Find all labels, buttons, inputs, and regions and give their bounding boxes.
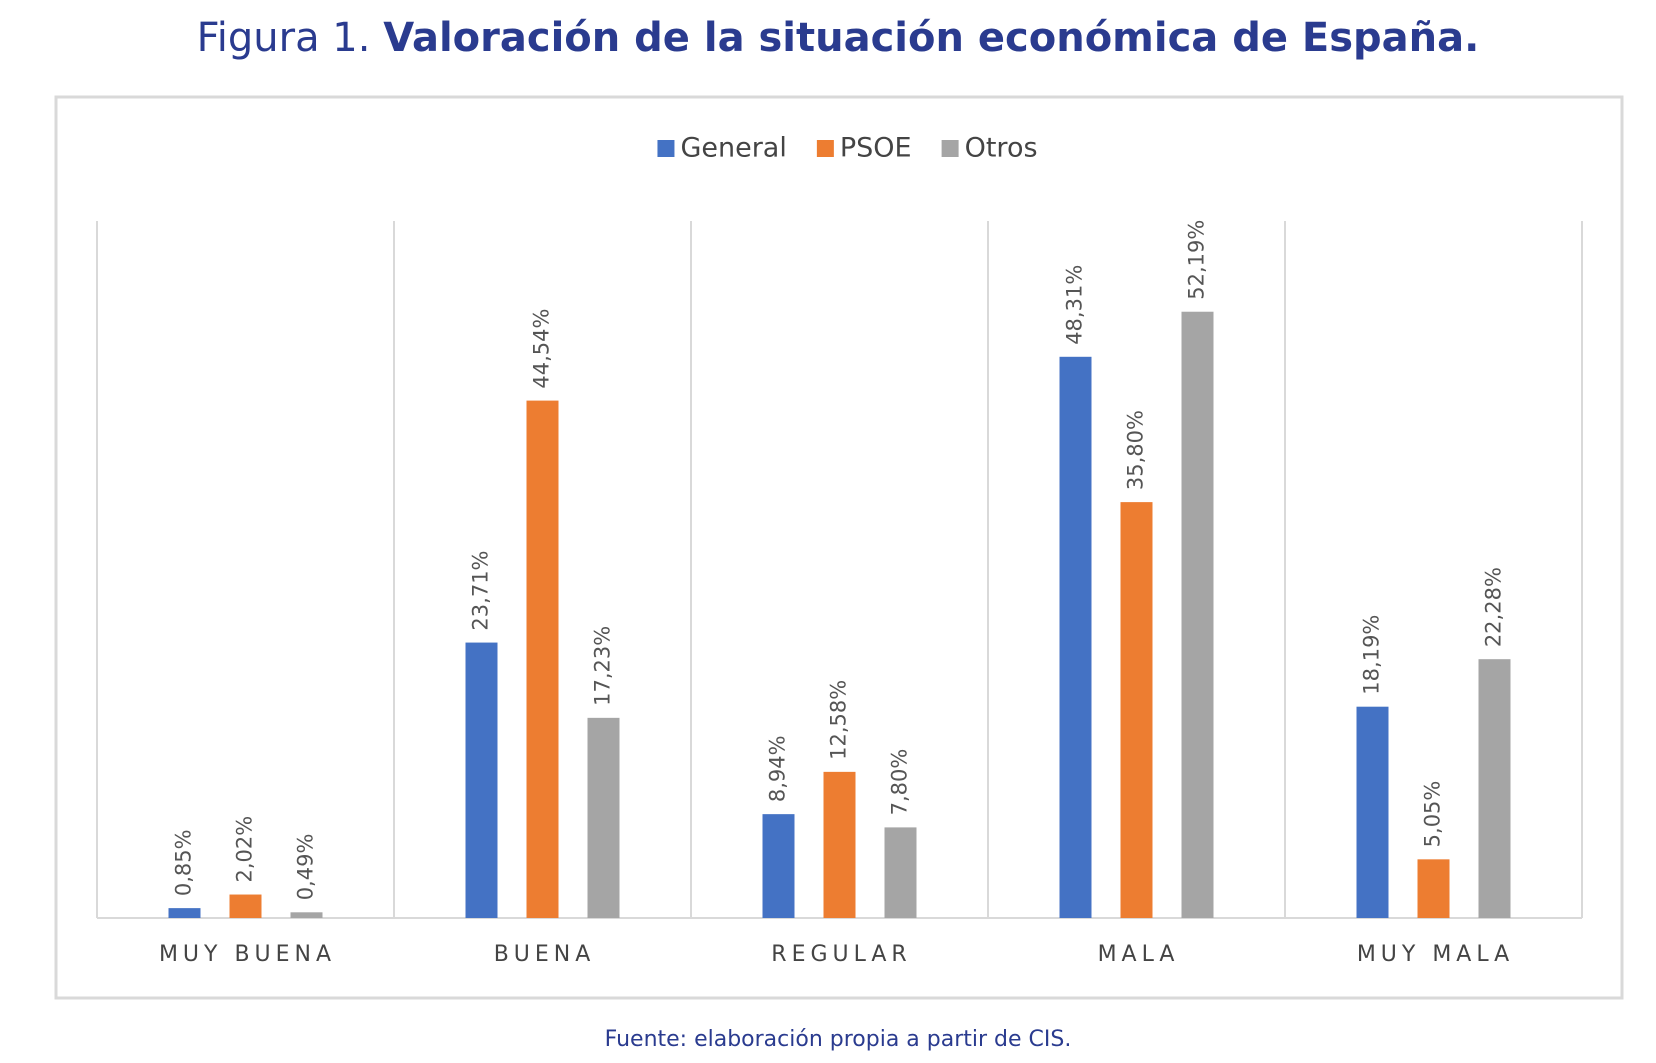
chart-title-line: Figura 1. Valoración de la situación eco… (197, 15, 1480, 61)
title-prefix: Figura 1. (197, 15, 371, 61)
bar (465, 642, 498, 918)
x-tick-label: MALA (1098, 942, 1180, 967)
bar (587, 717, 620, 918)
bar (762, 814, 795, 918)
value-label: 23,71% (469, 550, 493, 630)
chart-frame (54, 95, 1624, 1000)
value-label: 52,19% (1185, 220, 1209, 300)
chart-title: Valoración de la situación económica de … (383, 15, 1479, 61)
bar (290, 912, 323, 918)
bar (1417, 859, 1450, 918)
value-label: 7,80% (888, 749, 912, 816)
value-label: 35,80% (1124, 410, 1148, 490)
value-label: 0,49% (294, 834, 318, 901)
bar (1120, 502, 1153, 918)
legend-swatch (941, 140, 959, 157)
value-label: 8,94% (766, 735, 790, 802)
x-tick-label: MUY MALA (1357, 942, 1514, 967)
legend-label: PSOE (840, 133, 912, 164)
legend-label: General (680, 133, 786, 164)
bar (168, 908, 201, 918)
bar (1181, 311, 1214, 918)
bar (1059, 356, 1092, 918)
value-label: 2,02% (233, 816, 257, 883)
bar (884, 827, 917, 918)
value-label: 48,31% (1063, 265, 1087, 345)
bar (823, 771, 856, 918)
value-label: 44,54% (530, 309, 554, 389)
x-tick-label: MUY BUENA (159, 942, 336, 967)
value-label: 5,05% (1421, 781, 1445, 848)
value-label: 12,58% (827, 680, 851, 760)
bar (229, 894, 262, 918)
value-label: 18,19% (1360, 615, 1384, 695)
x-tick-label: REGULAR (771, 942, 911, 967)
legend-label: Otros (965, 133, 1038, 164)
x-tick-label: BUENA (494, 942, 596, 967)
value-label: 0,85% (172, 829, 196, 896)
value-label: 22,28% (1482, 567, 1506, 647)
legend-swatch (657, 140, 675, 157)
bar (1356, 706, 1389, 918)
bar (1478, 659, 1511, 918)
bar (526, 400, 559, 919)
value-label: 17,23% (591, 626, 615, 706)
legend-swatch (816, 140, 834, 157)
source-note: Fuente: elaboración propia a partir de C… (605, 1027, 1072, 1052)
